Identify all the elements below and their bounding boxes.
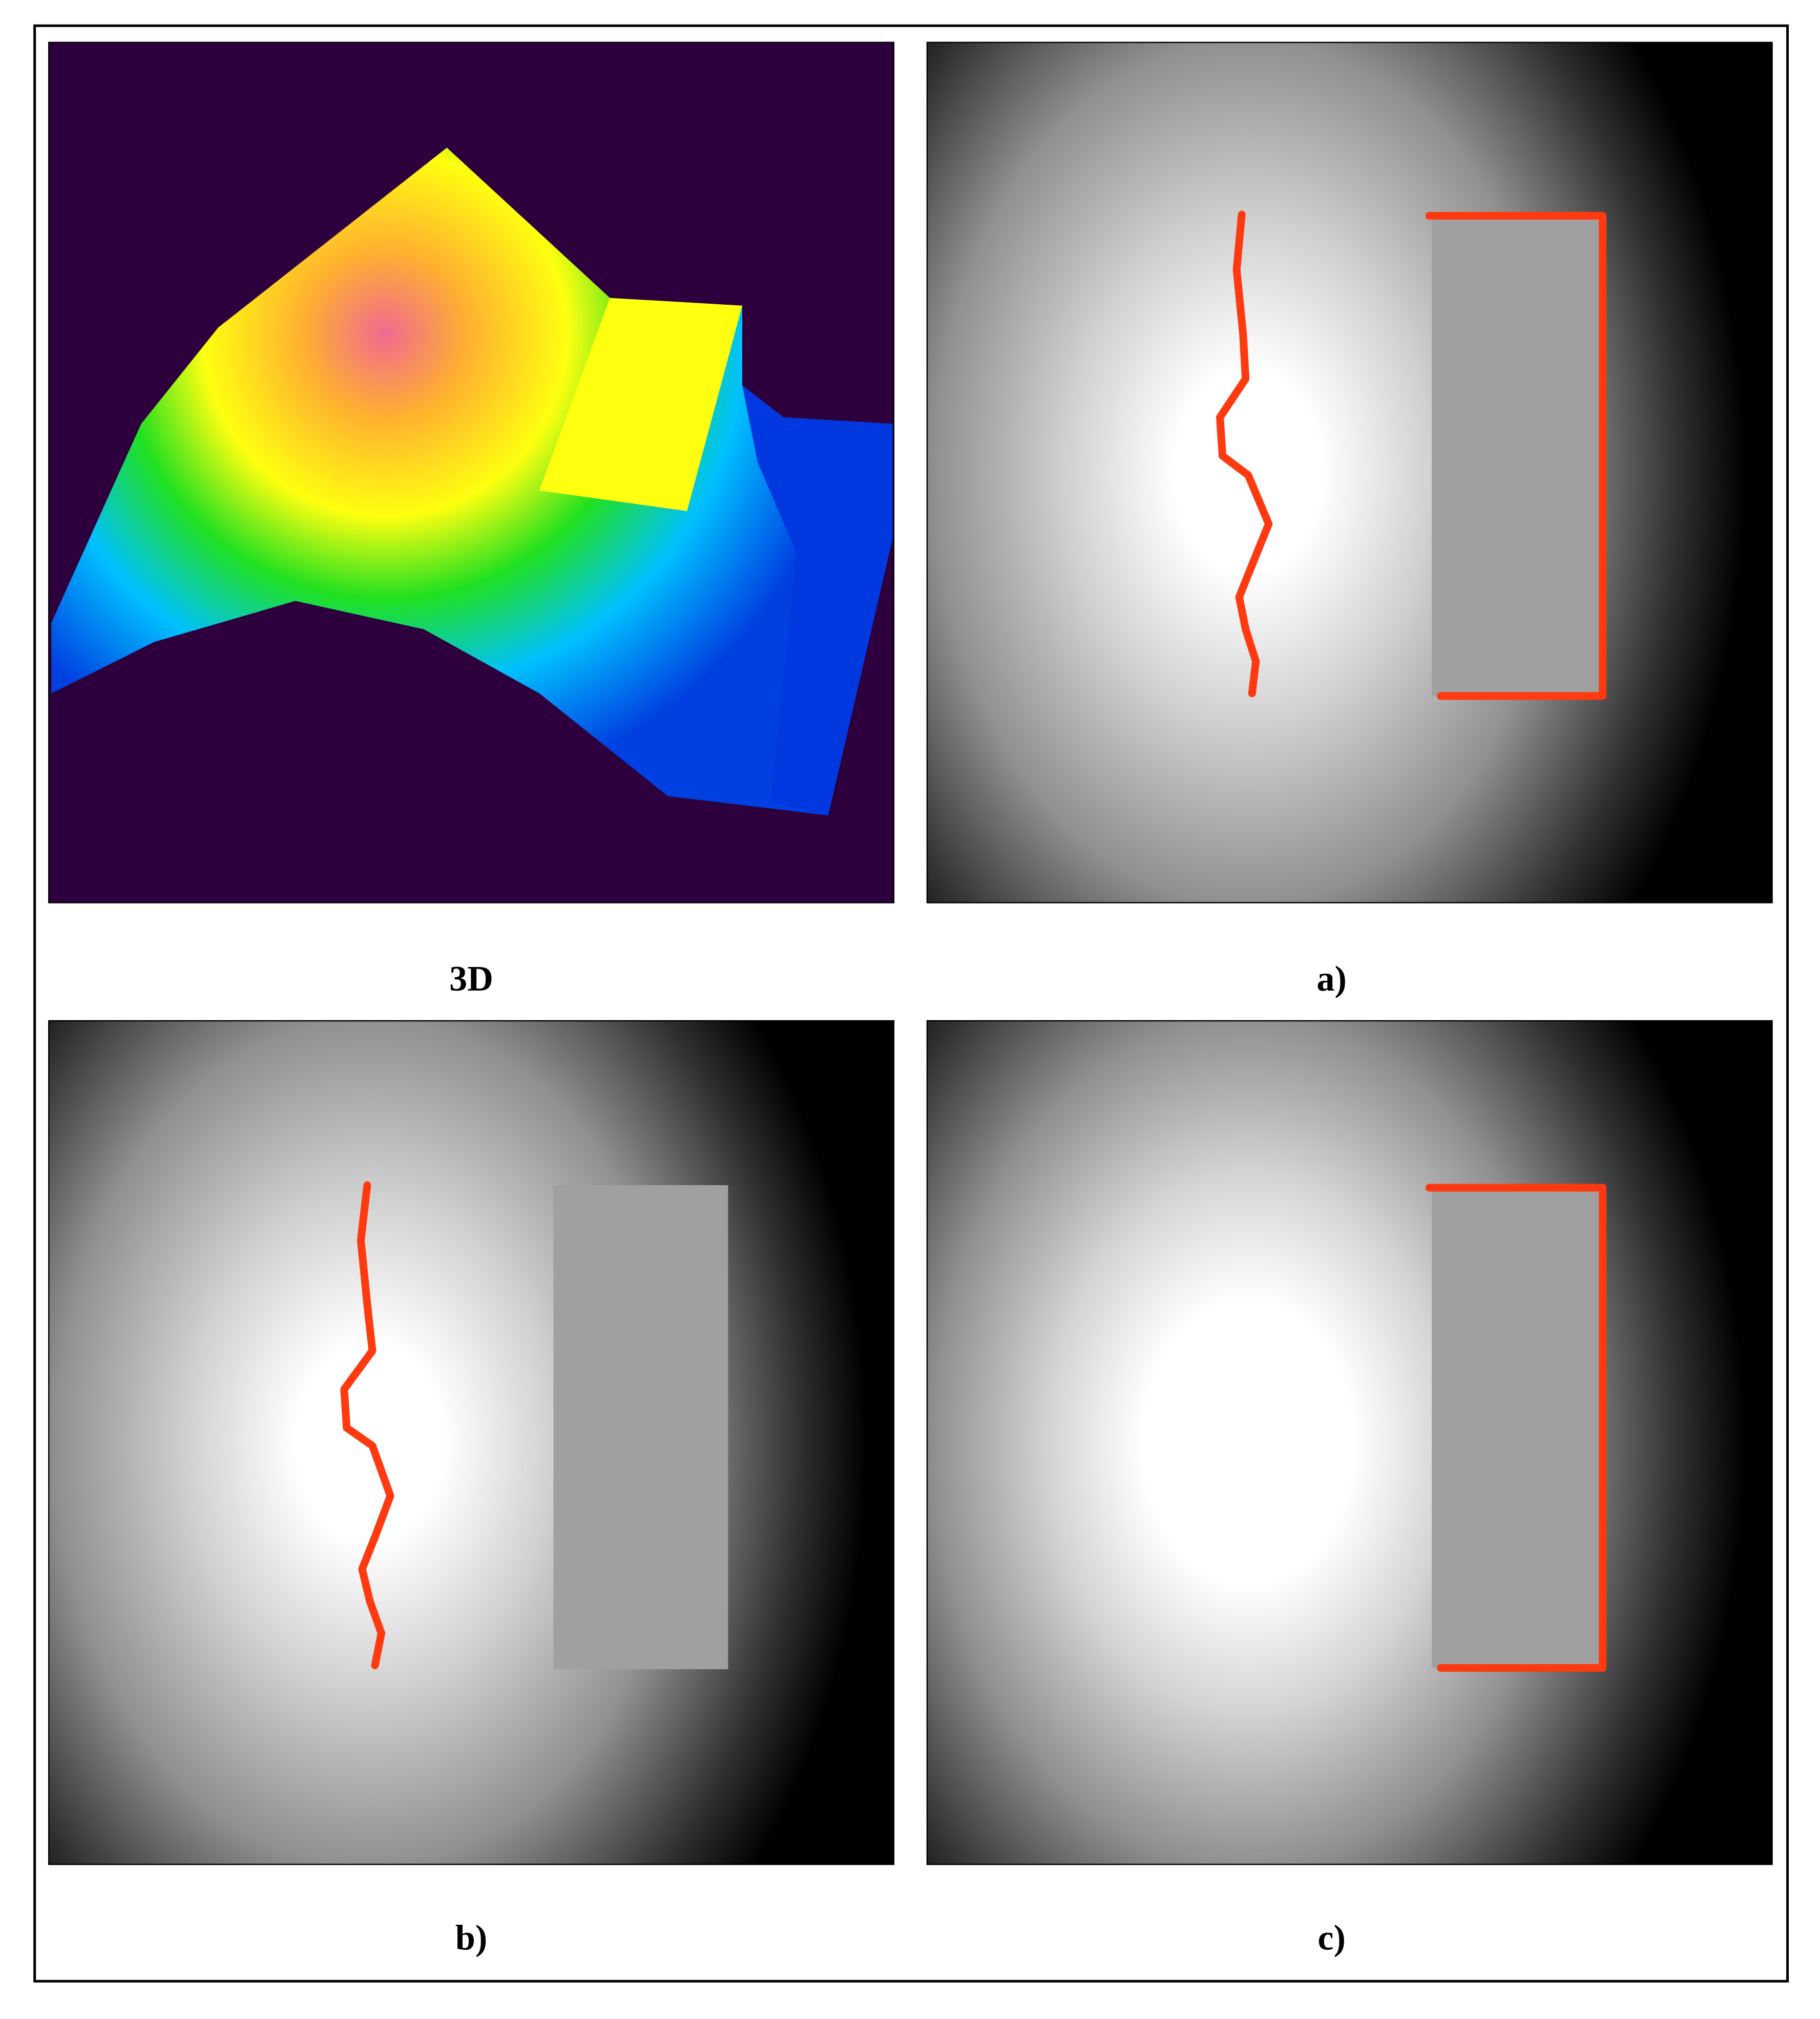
panel-3d xyxy=(48,41,895,903)
panel-label: 3D xyxy=(449,959,493,999)
panel-b xyxy=(48,1020,895,1865)
panel-label: b) xyxy=(455,1918,487,1958)
panel-c xyxy=(926,1020,1773,1865)
figure-border xyxy=(33,24,1789,1983)
panel-a xyxy=(926,41,1773,903)
panel-label: c) xyxy=(1317,1918,1346,1958)
panel-label: a) xyxy=(1316,959,1346,999)
